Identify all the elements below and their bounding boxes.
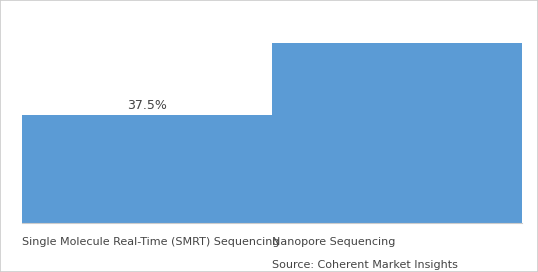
- Text: Single Molecule Real-Time (SMRT) Sequencing: Single Molecule Real-Time (SMRT) Sequenc…: [22, 237, 279, 248]
- Text: Nanopore Sequencing: Nanopore Sequencing: [272, 237, 395, 248]
- Text: Source: Coherent Market Insights: Source: Coherent Market Insights: [272, 260, 457, 270]
- Bar: [22, 115, 272, 223]
- Bar: [272, 43, 522, 223]
- Text: 37.5%: 37.5%: [126, 99, 167, 112]
